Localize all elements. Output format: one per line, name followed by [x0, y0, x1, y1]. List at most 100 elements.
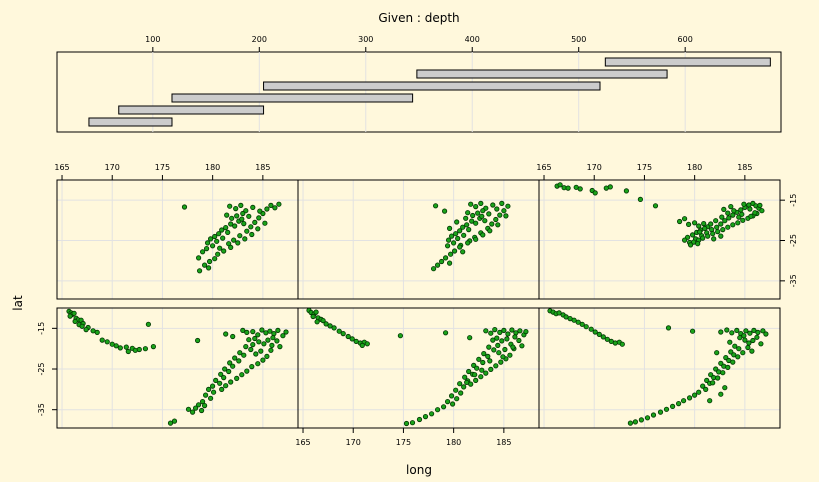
data-point — [491, 347, 497, 353]
data-point — [230, 363, 236, 369]
data-point — [710, 380, 716, 386]
data-point — [195, 337, 201, 344]
data-point — [331, 325, 337, 331]
data-point — [723, 354, 729, 361]
data-point — [440, 404, 447, 410]
data-point — [117, 345, 123, 351]
data-point — [463, 215, 469, 221]
data-point — [749, 348, 755, 354]
data-point — [269, 342, 275, 348]
data-point — [448, 233, 455, 239]
data-point — [190, 409, 196, 415]
data-point — [490, 202, 496, 208]
data-point — [752, 210, 758, 216]
data-point — [446, 225, 453, 231]
data-point — [313, 309, 319, 315]
data-point — [680, 398, 687, 404]
data-point — [758, 341, 764, 347]
data-point — [492, 326, 498, 333]
data-point — [223, 383, 229, 389]
data-point — [244, 329, 250, 335]
data-point — [720, 370, 726, 376]
depth-interval-bar — [263, 81, 601, 91]
data-point — [619, 341, 625, 347]
data-point — [731, 208, 737, 214]
data-point — [442, 330, 449, 336]
data-point — [497, 329, 503, 335]
data-point — [210, 243, 216, 249]
data-point — [681, 216, 688, 222]
data-point — [271, 330, 277, 337]
y-tick-label: -35 — [37, 403, 46, 416]
data-point — [229, 215, 235, 221]
data-point — [709, 227, 715, 233]
data-point — [714, 224, 720, 230]
data-point — [185, 406, 192, 412]
data-point — [472, 372, 478, 378]
data-point — [479, 213, 485, 219]
data-point — [223, 225, 229, 231]
data-point — [757, 202, 763, 208]
data-point — [264, 353, 270, 359]
data-point — [104, 339, 110, 345]
data-point — [493, 216, 499, 223]
data-point — [691, 392, 698, 398]
data-point — [500, 354, 506, 360]
scatter-panel-4 — [56, 179, 299, 300]
scatter-panel-1 — [56, 307, 299, 429]
data-point — [228, 244, 234, 250]
data-point — [320, 317, 326, 324]
data-point — [234, 213, 240, 219]
data-point — [736, 346, 742, 352]
data-point — [217, 245, 223, 251]
data-point — [704, 377, 710, 383]
x-tick-label: 175 — [637, 163, 652, 172]
data-point — [627, 420, 634, 426]
data-point — [123, 344, 129, 350]
data-point — [650, 412, 657, 418]
data-point — [253, 351, 259, 357]
data-point — [457, 228, 463, 234]
data-point — [721, 206, 727, 212]
data-point — [718, 360, 724, 366]
data-point — [246, 213, 252, 219]
data-point — [715, 229, 721, 235]
data-point — [270, 335, 276, 341]
data-point — [740, 217, 746, 223]
data-point — [730, 212, 736, 218]
data-point — [665, 325, 672, 331]
data-point — [480, 208, 486, 214]
data-point — [272, 205, 278, 211]
data-point — [759, 208, 765, 214]
data-point — [742, 337, 748, 343]
data-point — [233, 206, 239, 212]
data-point — [523, 328, 529, 335]
data-point — [516, 337, 522, 344]
data-point — [248, 224, 254, 230]
x-tick-label: 165 — [536, 163, 551, 172]
data-point — [212, 233, 218, 240]
data-point — [345, 333, 351, 340]
data-point — [225, 229, 231, 235]
data-point — [466, 368, 472, 375]
data-point — [713, 366, 719, 372]
data-point — [432, 203, 439, 209]
depth-interval-bar — [171, 93, 414, 103]
data-point — [747, 330, 753, 336]
data-point — [444, 243, 451, 249]
data-point — [441, 208, 448, 214]
data-point — [113, 343, 119, 349]
data-point — [728, 349, 734, 355]
data-point — [741, 333, 747, 339]
data-point — [448, 393, 455, 399]
data-point — [457, 381, 463, 387]
given-tick-label: 600 — [678, 35, 693, 44]
x-tick-label: 175 — [155, 163, 170, 172]
data-point — [505, 331, 511, 337]
scatter-panel-6 — [538, 179, 781, 300]
data-point — [228, 221, 234, 227]
data-point — [710, 231, 716, 237]
data-point — [364, 341, 370, 347]
data-point — [644, 415, 651, 421]
data-point — [430, 266, 437, 272]
